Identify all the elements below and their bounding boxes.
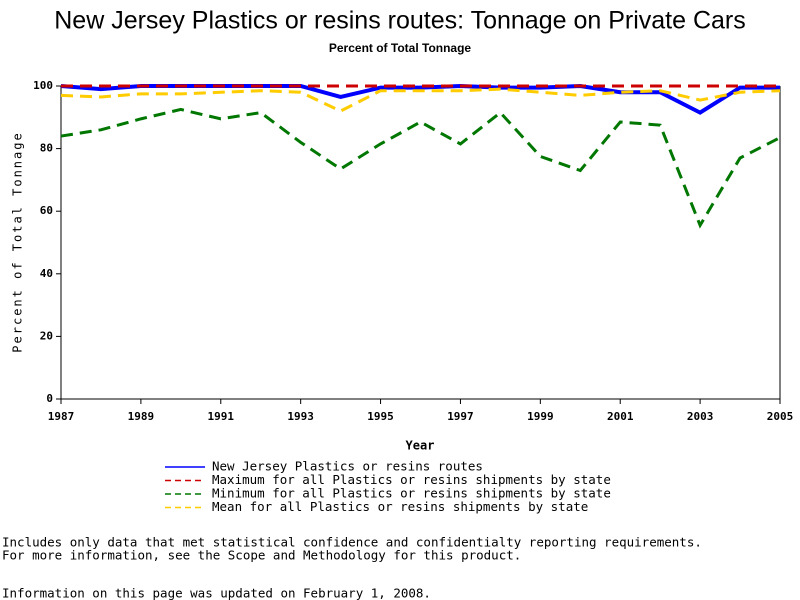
x-tick-label: 2003	[687, 410, 714, 423]
legend-label: Maximum for all Plastics or resins shipm…	[212, 472, 611, 487]
legend-label: Mean for all Plastics or resins shipment…	[212, 499, 588, 514]
series-line	[60, 87, 781, 113]
x-tick-label: 1995	[367, 410, 394, 423]
y-tick-label: 0	[46, 392, 53, 405]
footnote: Includes only data that met statistical …	[2, 535, 702, 550]
x-tick-label: 2005	[767, 410, 794, 423]
chart-subtitle: Percent of Total Tonnage	[329, 41, 472, 55]
x-tick-label: 1999	[527, 410, 554, 423]
legend-label: Minimum for all Plastics or resins shipm…	[212, 486, 611, 501]
y-tick-label: 20	[40, 329, 53, 342]
x-tick-label: 1987	[48, 410, 75, 423]
x-tick-label: 2001	[607, 410, 634, 423]
x-tick-label: 1997	[447, 410, 474, 423]
x-tick-label: 1989	[128, 410, 155, 423]
y-axis-label: Percent of Total Tonnage	[11, 131, 25, 352]
update-note: Information on this page was updated on …	[2, 586, 431, 600]
y-tick-label: 40	[40, 267, 53, 280]
y-tick-label: 80	[40, 142, 53, 155]
chart-title: New Jersey Plastics or resins routes: To…	[54, 7, 746, 35]
y-tick-label: 60	[40, 204, 53, 217]
footnote: For more information, see the Scope and …	[2, 548, 521, 563]
series-line	[60, 107, 781, 229]
x-tick-label: 1993	[287, 410, 314, 423]
x-axis-label: Year	[406, 439, 435, 453]
y-tick-label: 100	[33, 79, 53, 92]
legend-label: New Jersey Plastics or resins routes	[212, 459, 483, 474]
x-tick-label: 1991	[208, 410, 235, 423]
